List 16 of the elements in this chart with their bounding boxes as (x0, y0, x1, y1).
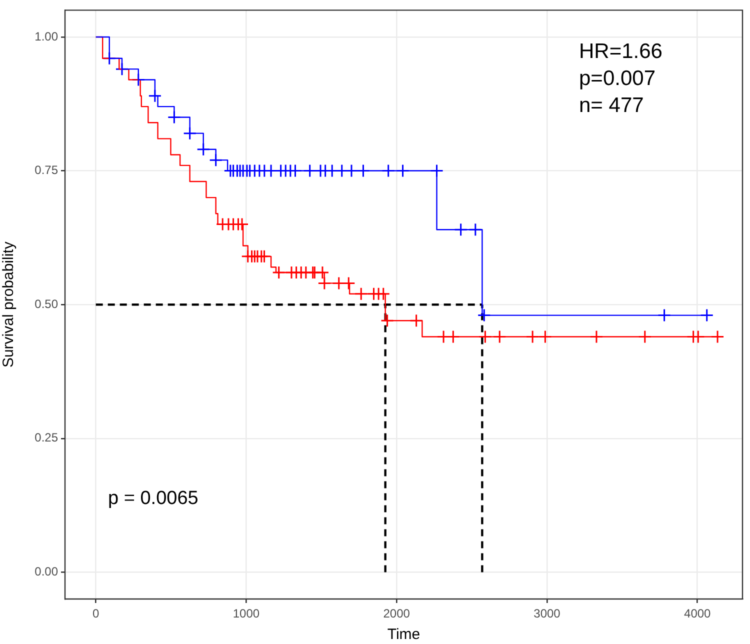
annotation: HR=1.66 (579, 40, 662, 64)
annotation: p = 0.0065 (108, 488, 198, 510)
x-tick-label: 3000 (534, 606, 561, 621)
annotation: p=0.007 (579, 67, 656, 90)
x-axis-title: Time (387, 626, 420, 644)
x-tick-label: 2000 (383, 606, 410, 621)
x-tick-label: 0 (92, 606, 100, 621)
x-tick-label: 4000 (684, 606, 712, 621)
y-tick-label: 1.00 (34, 29, 58, 44)
y-tick-label: 0.50 (34, 296, 58, 311)
y-tick-label: 0.75 (34, 163, 58, 178)
y-tick-label: 0.00 (34, 564, 58, 579)
y-tick-label: 0.25 (34, 430, 58, 445)
y-axis-title: Survival probability (0, 241, 18, 368)
x-tick-label: 1000 (232, 606, 260, 621)
annotation: n= 477 (579, 94, 644, 118)
